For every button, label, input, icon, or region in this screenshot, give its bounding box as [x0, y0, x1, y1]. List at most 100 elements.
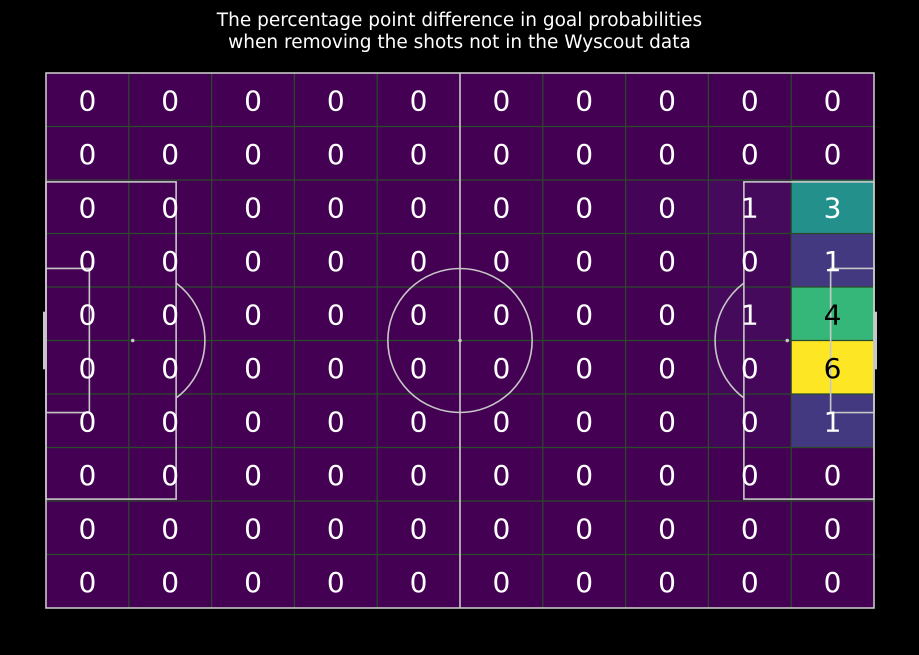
cell-label-r6-c0: 0 — [78, 405, 96, 438]
cell-label-r9-c7: 0 — [658, 566, 676, 599]
heatmap-cell-r3-c1 — [128, 233, 213, 288]
cell-label-r8-c7: 0 — [658, 512, 676, 545]
heatmap-cell-r2-c8 — [708, 180, 792, 234]
heatmap-cell-r0-c9 — [791, 73, 875, 127]
heatmap-cell-r8-c4 — [377, 501, 461, 555]
heatmap-cell-r3-c3 — [294, 233, 378, 288]
heatmap-cell-r6-c2 — [211, 394, 295, 448]
cell-label-r0-c0: 0 — [78, 84, 96, 117]
cell-label-r7-c3: 0 — [327, 459, 345, 492]
cell-label-r9-c1: 0 — [161, 566, 179, 599]
heatmap-cell-r5-c7 — [625, 340, 709, 395]
cell-label-r7-c7: 0 — [658, 459, 676, 492]
cell-label-r2-c5: 0 — [492, 191, 510, 224]
chart-title-line-2: when removing the shots not in the Wysco… — [228, 32, 691, 53]
cell-label-r0-c9: 0 — [824, 84, 842, 117]
heatmap-cell-r9-c4 — [377, 554, 461, 609]
cell-label-r9-c6: 0 — [575, 566, 593, 599]
heatmap-cell-r2-c4 — [377, 180, 461, 234]
cell-label-r0-c3: 0 — [327, 84, 345, 117]
cell-label-r4-c4: 0 — [410, 298, 428, 331]
cell-label-r3-c0: 0 — [78, 245, 96, 278]
cell-label-r6-c5: 0 — [492, 405, 510, 438]
cell-label-r4-c6: 0 — [575, 298, 593, 331]
heatmap-cell-r5-c4 — [377, 340, 461, 395]
left-penalty-arc — [175, 282, 206, 399]
heatmap-cell-labels: 0 0 0 0 0 0 0 0 0 0 0 0 0 0 0 0 0 0 0 0 0 0 0 0 0 0 0 0 1 3 0 0 0 0 0 0 0 0 0 1… — [78, 84, 841, 599]
heatmap-cell-r9-c7 — [625, 554, 709, 609]
heatmap-cell-r5-c8 — [708, 340, 792, 395]
heatmap-cell-r2-c2 — [211, 180, 295, 234]
cell-label-r2-c2: 0 — [244, 191, 262, 224]
cell-label-r0-c7: 0 — [658, 84, 676, 117]
cell-label-r1-c9: 0 — [824, 138, 842, 171]
heatmap-cell-r8-c1 — [128, 501, 213, 555]
heatmap-cell-r7-c0 — [46, 447, 130, 502]
heatmap-cell-r6-c0 — [46, 394, 130, 448]
heatmap-cell-r6-c9 — [791, 394, 875, 448]
heatmap-cell-r6-c3 — [294, 394, 378, 448]
cell-label-r9-c9: 0 — [824, 566, 842, 599]
left-penalty-spot — [130, 338, 135, 343]
cell-label-r3-c7: 0 — [658, 245, 676, 278]
cell-label-r1-c8: 0 — [741, 138, 759, 171]
cell-label-r7-c9: 0 — [824, 459, 842, 492]
heatmap-cell-r2-c1 — [128, 180, 213, 234]
cell-label-r7-c8: 0 — [741, 459, 759, 492]
heatmap-cell-r3-c7 — [625, 233, 709, 288]
heatmap-cell-r9-c2 — [211, 554, 295, 609]
cell-label-r9-c8: 0 — [741, 566, 759, 599]
cell-label-r7-c4: 0 — [410, 459, 428, 492]
cell-label-r0-c1: 0 — [161, 84, 179, 117]
heatmap-cell-r0-c1 — [128, 73, 213, 127]
heatmap-cell-r9-c1 — [128, 554, 213, 609]
heatmap-cell-r7-c9 — [791, 447, 875, 502]
cell-label-r5-c0: 0 — [78, 352, 96, 385]
heatmap-cell-r4-c3 — [294, 287, 378, 341]
heatmap-cell-r0-c4 — [377, 73, 461, 127]
cell-label-r6-c6: 0 — [575, 405, 593, 438]
cell-label-r1-c0: 0 — [78, 138, 96, 171]
heatmap-cell-r2-c9 — [791, 180, 875, 234]
cell-label-r3-c4: 0 — [410, 245, 428, 278]
cell-label-r6-c2: 0 — [244, 405, 262, 438]
cell-label-r1-c4: 0 — [410, 138, 428, 171]
heatmap-cell-r9-c9 — [791, 554, 875, 609]
cell-label-r9-c5: 0 — [492, 566, 510, 599]
centre-circle — [387, 267, 533, 414]
cell-label-r0-c4: 0 — [410, 84, 428, 117]
heatmap-cell-r4-c8 — [708, 287, 792, 341]
cell-label-r2-c1: 0 — [161, 191, 179, 224]
cell-label-r7-c2: 0 — [244, 459, 262, 492]
heatmap-cell-r1-c0 — [46, 126, 130, 181]
heatmap-cell-r8-c2 — [211, 501, 295, 555]
cell-label-r6-c4: 0 — [410, 405, 428, 438]
heatmap-cell-r3-c9 — [791, 233, 875, 288]
centre-spot — [458, 338, 462, 343]
heatmap-cell-r4-c6 — [542, 287, 627, 341]
cell-label-r6-c8: 0 — [741, 405, 759, 438]
heatmap-cell-r6-c4 — [377, 394, 461, 448]
heatmap-cell-r3-c8 — [708, 233, 792, 288]
heatmap-cell-r4-c7 — [625, 287, 709, 341]
cell-label-r0-c8: 0 — [741, 84, 759, 117]
heatmap-cell-r4-c1 — [128, 287, 213, 341]
cell-label-r2-c8: 1 — [741, 191, 759, 224]
cell-label-r4-c8: 1 — [741, 298, 759, 331]
heatmap-cell-r4-c2 — [211, 287, 295, 341]
cell-label-r3-c3: 0 — [327, 245, 345, 278]
cell-label-r5-c1: 0 — [161, 352, 179, 385]
heatmap-cell-r7-c2 — [211, 447, 295, 502]
heatmap-cell-r3-c2 — [211, 233, 295, 288]
cell-label-r7-c0: 0 — [78, 459, 96, 492]
cell-label-r1-c7: 0 — [658, 138, 676, 171]
heatmap-cell-r4-c9 — [791, 287, 875, 341]
cell-label-r6-c9: 1 — [824, 405, 842, 438]
right-goal — [874, 311, 877, 370]
heatmap-cell-r0-c7 — [625, 73, 709, 127]
right-penalty-spot — [785, 338, 790, 343]
cell-label-r6-c1: 0 — [161, 405, 179, 438]
heatmap-cell-r9-c5 — [460, 554, 544, 609]
heatmap-cell-r3-c6 — [542, 233, 627, 288]
cell-label-r5-c7: 0 — [658, 352, 676, 385]
